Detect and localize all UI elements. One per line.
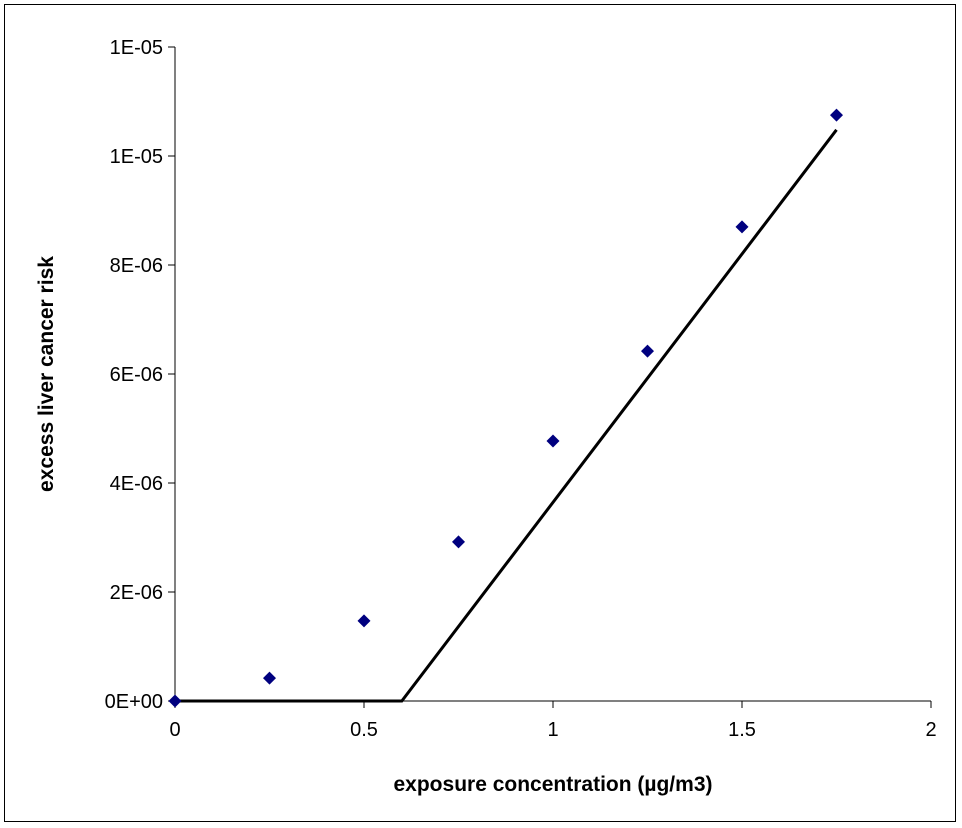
y-tick-label: 1E-05 [110,146,163,168]
data-point [452,535,465,549]
x-tick-label: 1.5 [728,719,756,741]
y-tick-label: 2E-06 [110,582,163,604]
axes [174,47,931,702]
chart-svg: 0 0.5 1 1.5 2 0E+00 2E-06 4E-06 6E-06 8E-06 1E-05… [35,37,937,796]
y-axis-title: excess liver cancer risk [35,256,58,492]
y-tick-label: 1E-05 [110,37,163,59]
y-tick-label: 4E-06 [110,473,163,495]
x-tick-label: 2 [925,719,936,741]
x-tick-label: 0.5 [350,719,378,741]
data-point [168,694,182,708]
y-ticks: 0E+00 2E-06 4E-06 6E-06 8E-06 1E-05 1E-05 [105,37,175,713]
series-layer [168,108,843,708]
data-point [830,108,843,122]
chart-frame: 0 0.5 1 1.5 2 0E+00 2E-06 4E-06 6E-06 8E-06 1E-05… [4,4,956,822]
data-point [357,614,371,628]
y-tick-label: 8E-06 [110,255,163,277]
data-point [735,220,749,234]
x-tick-label: 0 [169,719,180,741]
x-tick-label: 1 [547,719,558,741]
x-axis-title: exposure concentration (µg/m3) [394,773,713,796]
x-ticks: 0 0.5 1 1.5 2 [169,701,937,741]
y-tick-label: 0E+00 [105,691,163,713]
data-point [641,344,654,358]
fit-line [175,128,838,703]
data-point [263,671,276,685]
y-tick-label: 6E-06 [110,364,163,386]
data-point [546,434,560,448]
